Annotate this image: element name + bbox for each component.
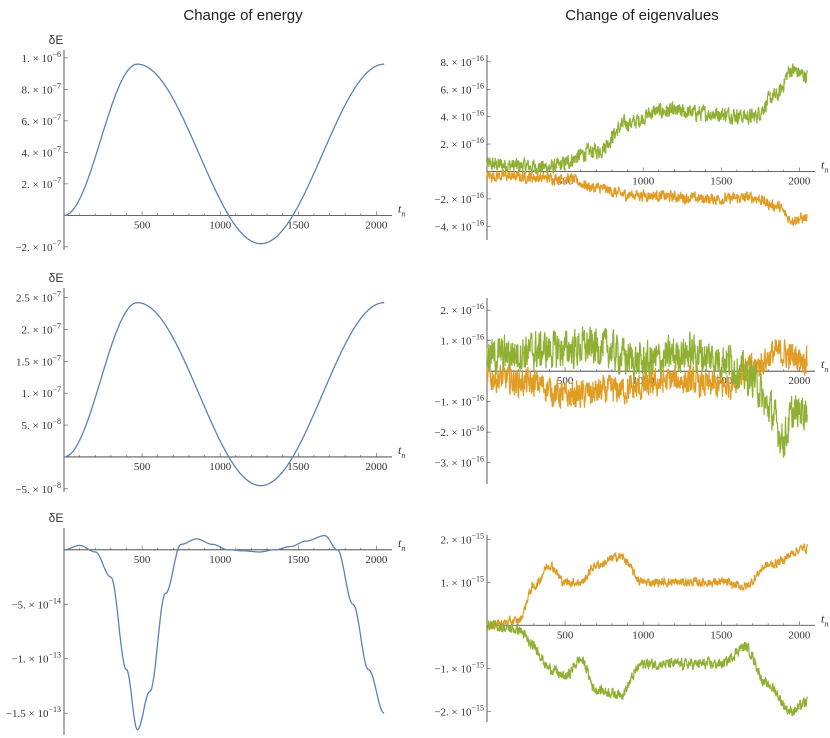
x-axis-label: tn xyxy=(821,357,828,374)
x-axis-label: tn xyxy=(821,611,828,628)
x-tick-label: 1000 xyxy=(632,629,655,641)
y-tick-label: 2.5 × 10−7 xyxy=(16,290,61,305)
chart-panel-3: 500 1000 1500 2000 −5. × 10−8 5. × 10−8 1. × 1… xyxy=(15,271,405,496)
y-tick-label: 5. × 10−8 xyxy=(22,417,61,432)
y-tick-label: 1.5 × 10−7 xyxy=(16,353,61,368)
y-tick-label: 1. × 10−7 xyxy=(22,385,61,400)
y-tick-label: −5. × 10−14 xyxy=(11,596,61,611)
x-tick-label: 500 xyxy=(134,554,151,566)
x-tick-label: 1500 xyxy=(287,219,310,231)
y-tick-label: 2. × 10−15 xyxy=(441,531,484,546)
y-axis-label: δE xyxy=(49,33,64,47)
x-tick-label: 1000 xyxy=(209,461,232,473)
x-tick-label: 2000 xyxy=(365,554,388,566)
y-tick-label: 1. × 10−16 xyxy=(441,333,484,348)
y-tick-label: −1. × 10−16 xyxy=(434,394,484,409)
x-tick-label: 1500 xyxy=(710,629,733,641)
y-axis-label: δE xyxy=(49,511,64,525)
x-tick-label: 1500 xyxy=(287,461,310,473)
y-tick-label: 1. × 10−15 xyxy=(441,574,484,589)
y-tick-label: 2. × 10−7 xyxy=(22,176,61,191)
x-tick-label: 1000 xyxy=(632,175,655,187)
chart-panel-2: 500 1000 1500 2000−4. × 10−16−2. × 10−162. … xyxy=(434,54,828,240)
y-tick-label: −2. × 10−16 xyxy=(434,191,484,206)
series-line-orange xyxy=(486,543,808,631)
x-tick-label: 2000 xyxy=(788,629,811,641)
y-tick-label: 6. × 10−16 xyxy=(441,81,484,96)
x-tick-label: 2000 xyxy=(788,375,811,387)
title-change-of-energy: Change of energy xyxy=(183,7,303,24)
y-tick-label: −2. × 10−16 xyxy=(434,424,484,439)
chart-panel-4: 500 1000 1500 2000−3. × 10−16−2. × 10−16−1.… xyxy=(434,298,828,484)
y-tick-label: 6. × 10−7 xyxy=(22,113,61,128)
x-tick-label: 1000 xyxy=(209,554,232,566)
y-tick-label: 8. × 10−7 xyxy=(22,81,61,96)
x-tick-label: 500 xyxy=(557,629,574,641)
y-axis-label: δE xyxy=(49,271,64,285)
x-axis-label: tn xyxy=(398,201,405,218)
series-line-green xyxy=(486,619,808,717)
chart-panel-1: 500 1000 1500 2000 −2. × 10−7 2. × 10−7 4. × 1… xyxy=(15,33,405,254)
x-tick-label: 2000 xyxy=(788,175,811,187)
y-tick-label: 2. × 10−16 xyxy=(441,136,484,151)
y-tick-label: 8. × 10−16 xyxy=(441,54,484,69)
y-tick-label: −2. × 10−15 xyxy=(434,703,484,718)
x-tick-label: 1500 xyxy=(287,554,310,566)
series-line-blue xyxy=(63,63,385,245)
y-tick-label: 4. × 10−16 xyxy=(441,109,484,124)
chart-panel-6: 500 1000 1500 2000 −2. × 10−15 −1. × 10−15 1. … xyxy=(434,531,828,722)
x-tick-label: 500 xyxy=(134,461,151,473)
y-tick-label: 4. × 10−7 xyxy=(22,144,61,159)
series-line-green xyxy=(486,63,808,177)
series-line-green xyxy=(486,326,808,459)
x-tick-label: 500 xyxy=(134,219,151,231)
y-tick-label: −1.5 × 10−13 xyxy=(6,705,61,720)
y-tick-label: −1. × 10−13 xyxy=(11,651,61,666)
x-axis-label: tn xyxy=(821,157,828,174)
x-axis-label: tn xyxy=(398,536,405,553)
y-tick-label: −4. × 10−16 xyxy=(434,218,484,233)
series-line-orange xyxy=(486,168,808,227)
y-tick-label: −1. × 10−15 xyxy=(434,660,484,675)
y-tick-label: −5. × 10−8 xyxy=(15,481,61,496)
x-tick-label: 2000 xyxy=(365,219,388,231)
panels: 500 1000 1500 2000 −2. × 10−7 2. × 10−7 4. × 1… xyxy=(6,33,828,735)
x-tick-label: 1500 xyxy=(710,175,733,187)
y-tick-label: 2. × 10−16 xyxy=(441,302,484,317)
x-tick-label: 1000 xyxy=(209,219,232,231)
chart-panel-5: 500 1000 1500 2000 −1.5 × 10−13 −1. × 10−13 −5… xyxy=(6,511,405,735)
y-tick-label: −3. × 10−16 xyxy=(434,455,484,470)
x-axis-label: tn xyxy=(398,443,405,460)
x-tick-label: 2000 xyxy=(365,461,388,473)
y-tick-label: 2. × 10−7 xyxy=(22,321,61,336)
y-tick-label: 1. × 10−6 xyxy=(22,50,61,65)
title-change-of-eigenvalues: Change of eigenvalues xyxy=(565,7,718,24)
series-line-blue xyxy=(64,302,385,487)
series-line-blue xyxy=(64,534,385,731)
y-tick-label: −2. × 10−7 xyxy=(15,239,61,254)
